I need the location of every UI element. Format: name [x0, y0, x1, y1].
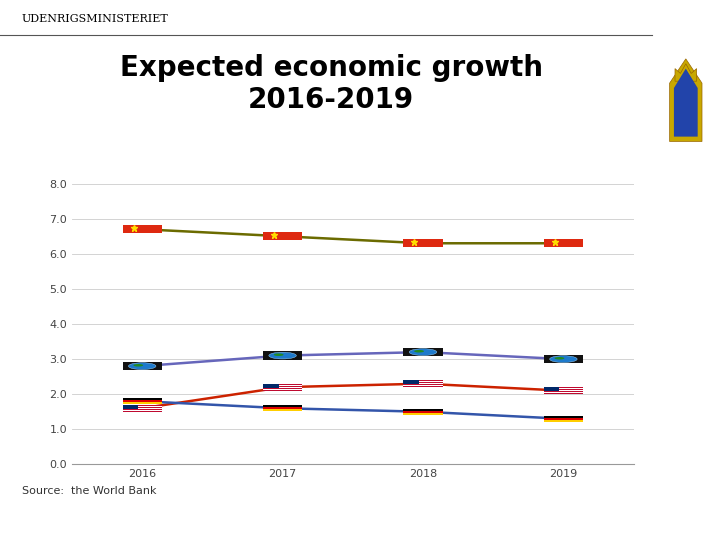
Bar	[544, 387, 559, 391]
Ellipse shape	[269, 352, 297, 359]
Bar	[403, 382, 443, 383]
Bar	[263, 409, 302, 411]
Bar	[122, 362, 162, 370]
Bar	[544, 391, 583, 392]
Ellipse shape	[554, 357, 564, 360]
Text: Source:  the World Bank: Source: the World Bank	[22, 486, 156, 496]
Bar	[122, 410, 162, 411]
Ellipse shape	[414, 350, 424, 353]
Bar	[263, 388, 302, 389]
Bar	[544, 393, 583, 394]
Bar	[263, 386, 302, 387]
Bar	[403, 413, 443, 415]
Bar	[544, 387, 583, 388]
Bar	[403, 380, 443, 381]
Bar	[544, 390, 583, 391]
Polygon shape	[674, 69, 698, 137]
Bar	[263, 389, 302, 390]
Ellipse shape	[549, 356, 577, 362]
Bar	[263, 383, 279, 388]
Text: Expected economic growth
2016-2019: Expected economic growth 2016-2019	[120, 54, 543, 114]
Bar	[403, 348, 443, 356]
Bar	[263, 405, 302, 407]
Bar	[403, 239, 443, 247]
Bar	[544, 416, 583, 418]
Bar	[122, 400, 162, 402]
Bar	[263, 232, 302, 240]
Ellipse shape	[133, 364, 143, 367]
Bar	[122, 409, 162, 410]
Polygon shape	[675, 64, 697, 81]
Bar	[122, 405, 138, 409]
Bar	[544, 389, 583, 390]
Ellipse shape	[128, 363, 156, 369]
Bar	[122, 398, 162, 400]
Bar	[122, 225, 162, 233]
Bar	[544, 392, 583, 393]
Bar	[122, 402, 162, 404]
Bar	[263, 383, 302, 384]
Bar	[263, 390, 302, 391]
Bar	[263, 407, 302, 409]
Bar	[122, 405, 162, 406]
Bar	[403, 380, 419, 384]
Bar	[403, 411, 443, 413]
Bar	[403, 385, 443, 386]
Bar	[544, 355, 583, 363]
Bar	[403, 409, 443, 411]
Polygon shape	[670, 59, 702, 141]
Bar	[263, 352, 302, 360]
Bar	[263, 387, 302, 388]
Bar	[403, 386, 443, 387]
Bar	[122, 407, 162, 408]
Ellipse shape	[409, 349, 437, 355]
Ellipse shape	[274, 354, 284, 356]
Bar	[263, 384, 302, 386]
Bar	[544, 388, 583, 389]
Bar	[544, 239, 583, 247]
Bar	[544, 420, 583, 422]
Bar	[403, 384, 443, 385]
Bar	[122, 406, 162, 407]
Bar	[122, 408, 162, 409]
Bar	[403, 383, 443, 384]
Bar	[544, 418, 583, 420]
Text: UDENRIGSMINISTERIET: UDENRIGSMINISTERIET	[22, 14, 168, 24]
Bar	[403, 381, 443, 382]
